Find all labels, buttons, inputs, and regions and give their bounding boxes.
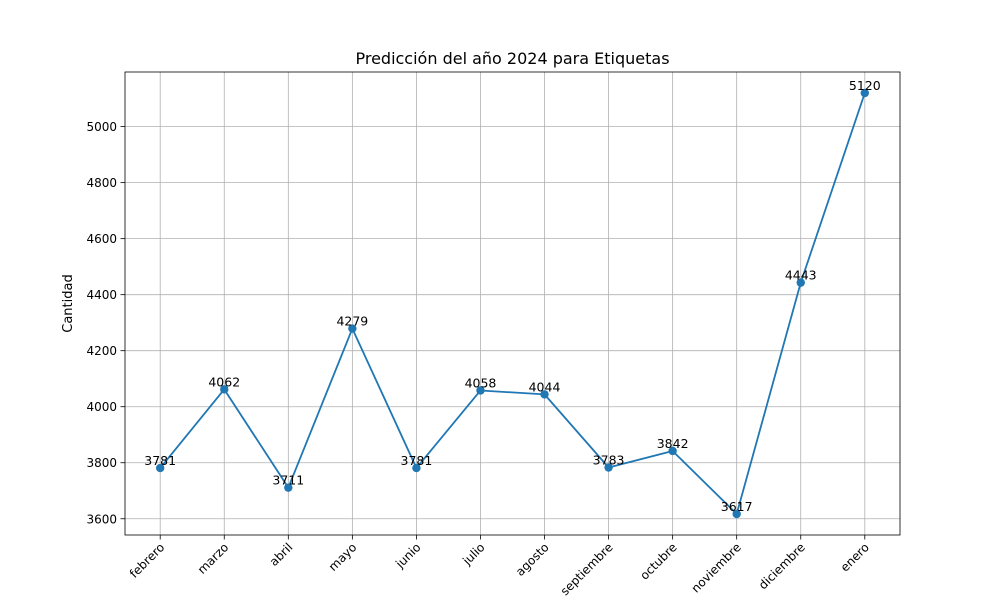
- chart-title: Predicción del año 2024 para Etiquetas: [355, 49, 669, 68]
- data-label: 3781: [144, 453, 176, 468]
- x-tick-label: abril: [267, 540, 296, 569]
- grid: [125, 72, 900, 535]
- series: [156, 88, 869, 519]
- data-label: 3781: [401, 453, 433, 468]
- data-label: 3842: [657, 436, 689, 451]
- x-tick-label: diciembre: [756, 540, 808, 592]
- y-tick-label: 3800: [86, 456, 117, 470]
- plot-frame: [124, 71, 901, 536]
- data-point: [668, 446, 677, 456]
- y-tick-label: 4800: [86, 176, 117, 190]
- x-tick-label: febrero: [127, 540, 168, 581]
- data-point: [220, 385, 229, 394]
- data-label: 4044: [529, 379, 561, 394]
- data-point: [732, 509, 741, 519]
- x-tick-label: julio: [459, 540, 487, 568]
- y-tick-label: 4600: [86, 232, 117, 246]
- data-labels: 3781 4062 3711 4279 3781 4058 4044 3783 3842 3617…: [144, 78, 880, 514]
- x-tick-label: noviembre: [689, 540, 744, 595]
- y-tick-label: 5000: [86, 120, 117, 134]
- x-tick-label: mayo: [326, 540, 360, 574]
- y-tick-label: 4200: [86, 344, 117, 358]
- x-tick-label: septiembre: [558, 540, 616, 598]
- data-label: 3711: [272, 473, 304, 488]
- x-tick-label: agosto: [513, 540, 552, 579]
- x-tick-label: marzo: [195, 540, 232, 577]
- x-tick-label: octubre: [637, 540, 679, 582]
- data-label: 4058: [465, 375, 497, 390]
- data-label: 5120: [849, 78, 881, 93]
- x-tick-label: enero: [838, 540, 872, 574]
- y-tick-label: 4000: [86, 400, 117, 414]
- axes: febrero marzo abril mayo junio julio agosto sep…: [86, 71, 901, 598]
- data-point: [348, 324, 357, 333]
- data-point: [476, 386, 485, 395]
- data-label: 4062: [208, 374, 240, 389]
- x-tick-label: junio: [392, 540, 423, 571]
- data-point: [604, 463, 613, 472]
- data-point: [540, 390, 549, 399]
- y-tick-label: 3600: [86, 512, 117, 526]
- data-label: 4279: [336, 314, 368, 329]
- y-axis-label: Cantidad: [61, 274, 76, 332]
- data-label: 3783: [593, 452, 625, 467]
- data-point: [860, 88, 869, 98]
- data-label: 3617: [721, 499, 753, 514]
- data-point: [284, 483, 293, 492]
- data-point: [156, 463, 165, 473]
- series-line: [159, 92, 866, 515]
- y-tick-label: 4400: [86, 288, 117, 302]
- data-point: [412, 463, 421, 473]
- data-label: 4443: [785, 268, 817, 283]
- data-point: [796, 278, 805, 287]
